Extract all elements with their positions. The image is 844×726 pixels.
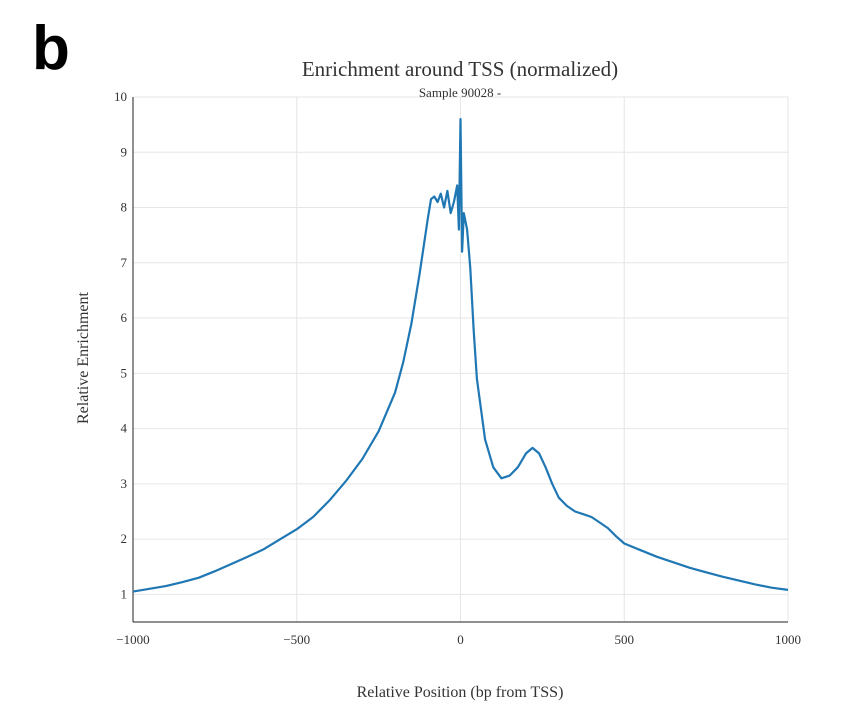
x-axis-label: Relative Position (bp from TSS) bbox=[357, 684, 564, 701]
y-axis-label: Relative Enrichment bbox=[75, 291, 92, 424]
y-tick-label: 8 bbox=[121, 200, 128, 215]
chart-subtitle: Sample 90028 - bbox=[419, 85, 501, 100]
y-tick-label: 5 bbox=[121, 365, 128, 380]
y-tick-label: 7 bbox=[121, 255, 128, 270]
x-tick-label: −1000 bbox=[116, 632, 149, 647]
x-tick-label: 500 bbox=[615, 632, 635, 647]
y-tick-label: 2 bbox=[121, 531, 128, 546]
y-tick-label: 6 bbox=[121, 310, 128, 325]
x-tick-label: 0 bbox=[457, 632, 464, 647]
y-tick-label: 10 bbox=[114, 89, 127, 104]
chart-title: Enrichment around TSS (normalized) bbox=[302, 57, 618, 81]
y-tick-label: 9 bbox=[121, 144, 128, 159]
y-tick-label: 4 bbox=[121, 421, 128, 436]
x-tick-label: 1000 bbox=[775, 632, 801, 647]
y-tick-label: 1 bbox=[121, 586, 128, 601]
panel-label: b bbox=[32, 14, 70, 83]
x-tick-labels: −1000 −500 0 500 1000 bbox=[116, 632, 801, 647]
x-tick-label: −500 bbox=[283, 632, 310, 647]
series-layer bbox=[132, 117, 789, 593]
y-tick-labels: 1 2 3 4 5 6 7 8 9 10 bbox=[114, 89, 128, 601]
series-line bbox=[132, 117, 789, 593]
y-tick-label: 3 bbox=[121, 476, 128, 491]
